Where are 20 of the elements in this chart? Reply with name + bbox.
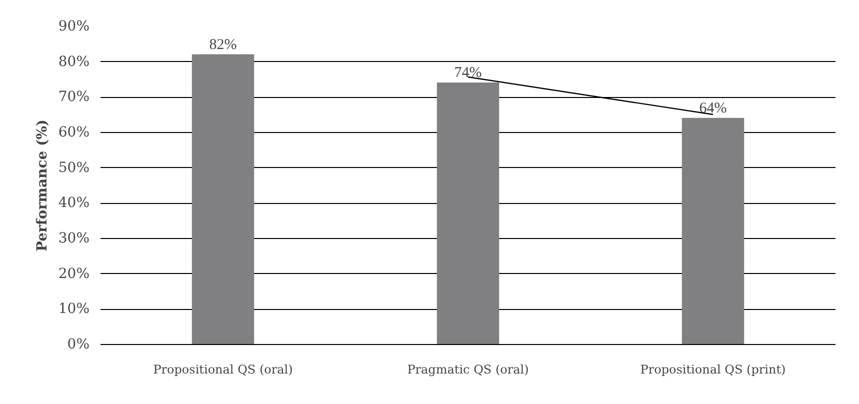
data-label: 64% [699, 100, 727, 116]
x-tick-label: Pragmatic QS (oral) [407, 362, 529, 376]
x-tick-label: Propositional QS (print) [640, 362, 786, 376]
x-tick-label: Propositional QS (oral) [153, 362, 293, 376]
y-tick-label: 20% [58, 266, 90, 282]
bar [436, 82, 500, 344]
y-tick-label: 10% [58, 301, 90, 318]
data-label: 82% [209, 36, 237, 53]
bar [682, 118, 744, 344]
y-tick-label: 40% [58, 195, 90, 212]
y-tick-label: 70% [58, 89, 90, 106]
y-axis-title: Performance (%) [34, 119, 50, 252]
y-tick-label: 90% [58, 18, 90, 34]
y-tick-label: 0% [67, 336, 90, 352]
bar [192, 54, 254, 344]
y-tick-label: 30% [58, 230, 90, 246]
y-tick-label: 80% [58, 54, 90, 70]
y-tick-label: 60% [58, 124, 90, 140]
y-tick-label: 50% [58, 160, 90, 176]
data-label: 74% [454, 65, 482, 82]
